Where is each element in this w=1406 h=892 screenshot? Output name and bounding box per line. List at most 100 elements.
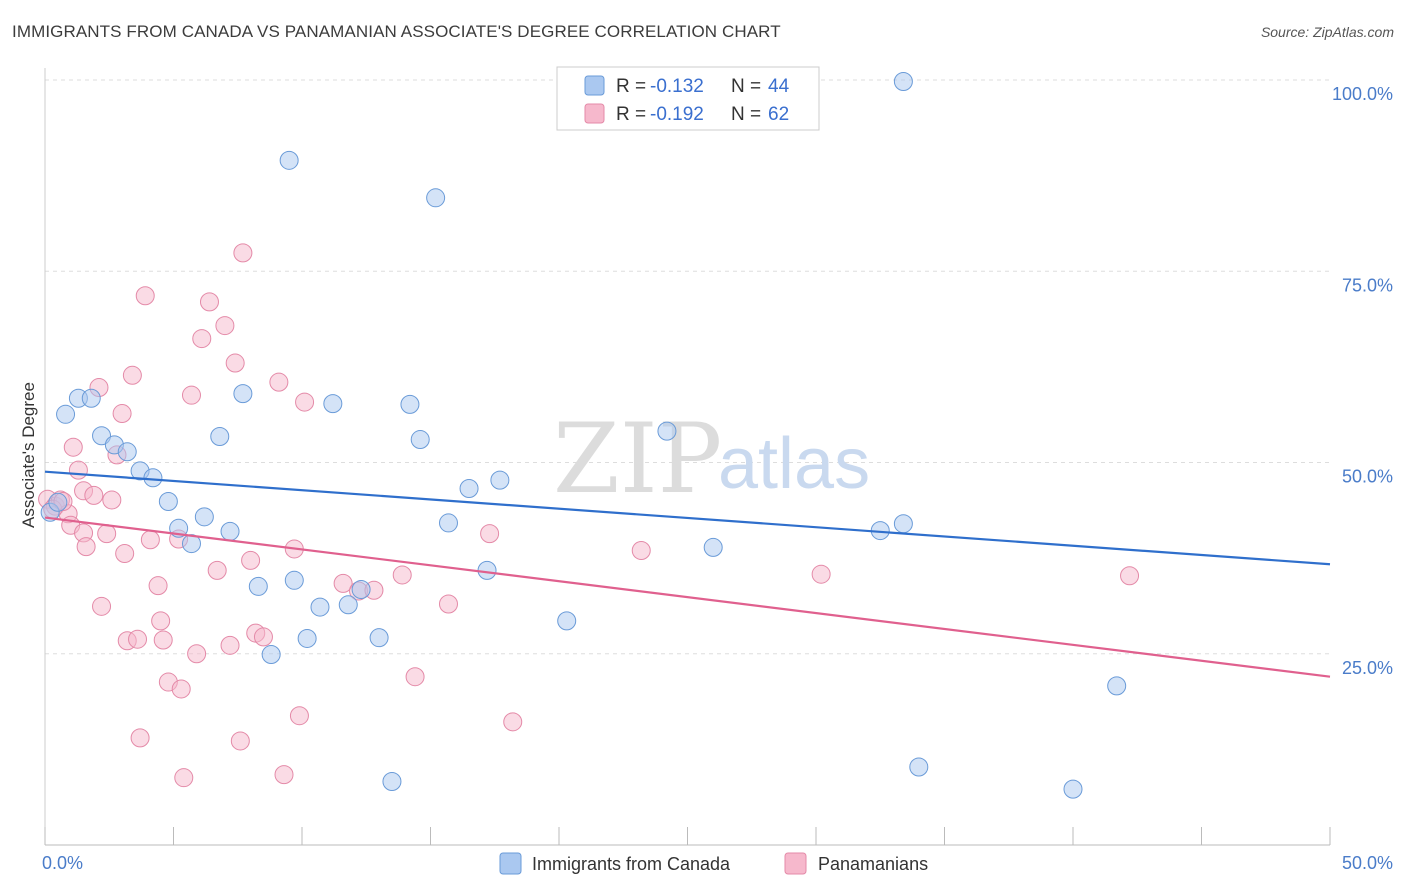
canada-point-25 [351, 579, 371, 599]
canada-point-12 [181, 534, 201, 554]
canada-point-28 [400, 394, 420, 414]
series-legend-swatch-panama [784, 852, 807, 875]
canada-points [40, 72, 1127, 799]
axes [44, 68, 1331, 846]
canada-point-21 [297, 628, 317, 648]
panamanians-point-25 [151, 611, 171, 631]
canada-point-17 [248, 576, 268, 596]
x-tick-label-min: 0.0% [42, 853, 83, 873]
panamanians-point-13 [97, 524, 117, 544]
x-tick-label-max: 50.0% [1342, 853, 1393, 873]
canada-point-34 [490, 470, 510, 490]
panamanians-point-56 [503, 712, 523, 732]
panamanians-point-43 [253, 627, 273, 647]
panamanians-point-38 [225, 353, 245, 373]
canada-point-7 [117, 442, 137, 462]
series-legend-label-panama: Panamanians [818, 854, 928, 874]
panamanians-point-19 [122, 365, 142, 385]
canada-point-41 [909, 757, 929, 777]
watermark-atlas: atlas [718, 424, 870, 504]
canada-point-33 [477, 560, 497, 580]
canada-point-35 [557, 611, 577, 631]
canada-point-19 [279, 150, 299, 170]
panamanians-point-59 [1120, 566, 1140, 586]
legend-r-value-canada: -0.132 [650, 76, 704, 97]
panamanians-point-20 [128, 629, 148, 649]
canada-point-30 [426, 188, 446, 208]
panamanians-point-26 [153, 630, 173, 650]
watermark-zip: ZIP [553, 403, 722, 515]
panamanians-point-37 [220, 635, 240, 655]
panamanians-point-21 [130, 728, 150, 748]
panamanians-point-24 [148, 576, 168, 596]
canada-point-4 [81, 388, 101, 408]
panamanians-point-34 [199, 292, 219, 312]
x-tick-labels: 0.0% 50.0% [42, 853, 1393, 873]
panamanians-point-5 [63, 437, 83, 457]
panamanians-point-6 [68, 460, 88, 480]
panamanians-point-41 [241, 550, 261, 570]
panamanians-point-52 [392, 565, 412, 585]
series-legend-label-canada: Immigrants from Canada [532, 854, 731, 874]
panamanians-point-30 [174, 768, 194, 788]
y-axis-title: Associate's Degree [19, 382, 38, 528]
canada-point-16 [233, 384, 253, 404]
canada-point-42 [1063, 779, 1083, 799]
y-tick-label-1: 50.0% [1342, 467, 1393, 487]
panamanians-point-48 [295, 392, 315, 412]
panamanians-point-31 [181, 385, 201, 405]
canada-point-23 [323, 394, 343, 414]
canada-point-32 [459, 479, 479, 499]
canada-point-27 [382, 772, 402, 792]
canada-point-43 [1107, 676, 1127, 696]
panamanians-point-9 [76, 537, 96, 557]
legend-r-label-panama: R = [616, 104, 646, 125]
panamanians-point-54 [438, 594, 458, 614]
canada-trendline [44, 470, 1331, 566]
panamanians-point-33 [192, 329, 212, 349]
panamanians-point-57 [631, 540, 651, 560]
canada-point-18 [261, 645, 281, 665]
canada-point-29 [410, 430, 430, 450]
panamanians-point-53 [405, 667, 425, 687]
y-tick-label-0: 25.0% [1342, 658, 1393, 678]
panamanians-point-35 [207, 560, 227, 580]
canada-point-10 [158, 492, 178, 512]
canada-point-36 [657, 421, 677, 441]
canada-point-9 [143, 468, 163, 488]
series-legend-swatch-canada [499, 852, 522, 875]
canada-point-31 [438, 513, 458, 533]
panamanians-point-12 [92, 596, 112, 616]
legend-n-label-panama: N = [731, 104, 761, 125]
canada-point-15 [220, 521, 240, 541]
canada-point-24 [338, 595, 358, 615]
panamanians-trendline [44, 516, 1331, 678]
canada-point-14 [210, 426, 230, 446]
panamanians-point-39 [230, 731, 250, 751]
legend-r-value-panama: -0.192 [650, 104, 704, 125]
legend-n-value-canada: 44 [768, 76, 790, 97]
canada-point-5 [92, 426, 112, 446]
panamanians-point-22 [135, 286, 155, 306]
panamanians-point-14 [102, 490, 122, 510]
panamanians-point-10 [84, 485, 104, 505]
y-tick-label-3: 100.0% [1332, 84, 1393, 104]
panamanians-point-49 [333, 573, 353, 593]
panamanians-point-58 [811, 564, 831, 584]
chart-title: IMMIGRANTS FROM CANADA VS PANAMANIAN ASS… [12, 22, 781, 41]
panamanians-point-29 [171, 679, 191, 699]
legend-swatch-canada [584, 75, 605, 96]
canada-point-2 [56, 404, 76, 424]
panamanians-point-36 [215, 316, 235, 336]
panamanians-point-44 [269, 372, 289, 392]
panamanians-point-16 [112, 404, 132, 424]
panamanians-point-47 [289, 706, 309, 726]
canada-point-37 [703, 537, 723, 557]
canada-point-26 [369, 628, 389, 648]
canada-point-20 [284, 570, 304, 590]
panamanians-point-45 [274, 765, 294, 785]
series-legend: Immigrants from Canada Panamanians [499, 852, 928, 875]
stats-legend: R = -0.132 N = 44 R = -0.192 N = 62 [556, 66, 820, 131]
legend-n-value-panama: 62 [768, 104, 789, 125]
